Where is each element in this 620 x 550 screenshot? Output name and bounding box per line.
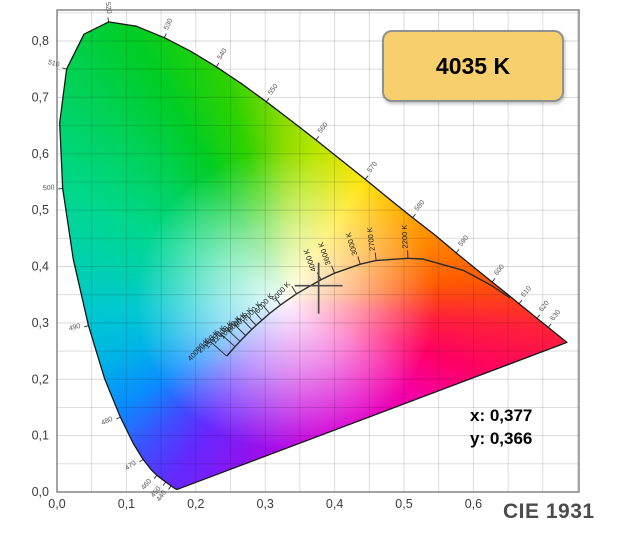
wavelength-label: 530 [163,18,174,32]
cct-tick [220,333,236,348]
cct-tick [274,297,281,306]
cct-label: 3000 K [344,231,360,256]
wavelength-tick [107,17,109,23]
y-axis-tick-label: 0,6 [32,147,49,161]
x-axis-tick-label: 0,1 [118,497,135,511]
y-axis-tick-label: 0,5 [32,203,49,217]
spectral-locus-outline [59,21,568,490]
wavelength-tick [163,33,167,38]
cct-tick [242,319,253,330]
cct-badge: 4035 K [382,30,564,102]
wavelength-label: 610 [520,285,533,299]
wavelength-tick [536,314,541,319]
wavelength-tick [84,325,89,328]
x-axis-tick-label: 0,4 [326,497,343,511]
cct-tick [262,305,270,314]
cct-tick [234,324,246,336]
wavelength-label: 550 [267,83,280,97]
y-axis-tick-label: 0,3 [32,316,49,330]
wavelength-tick [162,481,167,486]
y-axis-tick-label: 0,1 [32,429,49,443]
wavelength-label: 600 [493,264,506,278]
wavelength-label: 500 [43,184,55,192]
planckian-locus [226,257,511,357]
wavelength-label: 480 [100,416,114,427]
diagram-title: CIE 1931 [503,500,595,523]
cct-tick [331,265,335,274]
wavelength-tick [364,175,369,180]
cct-label: 2700 K [365,227,377,252]
cct-tick [247,316,257,326]
x-axis-tick-label: 0,0 [48,497,65,511]
wavelength-label: 590 [457,234,470,248]
wavelength-label: 580 [414,199,427,213]
wavelength-label: 510 [47,59,60,69]
y-axis-tick-label: 0,8 [32,34,49,48]
wavelength-tick [62,67,67,70]
wavelength-tick [412,213,416,218]
crosshair-marker [294,262,343,314]
wavelength-label: 520 [104,2,113,15]
cct-tick [291,285,297,295]
wavelength-tick [518,299,523,304]
wavelength-tick [168,485,172,490]
wavelength-tick [216,62,220,67]
cct-tick [374,252,377,261]
cct-tick [210,341,227,357]
cct-tick [357,256,361,265]
wavelength-tick [153,474,158,479]
cct-label: 3600 K [316,241,333,266]
y-axis-tick-label: 0,4 [32,260,49,274]
y-axis-tick-label: 0,0 [32,485,49,499]
x-axis-tick-label: 0,6 [465,497,482,511]
xy-readout: x: 0,377 y: 0,366 [470,404,532,450]
wavelength-tick [139,459,144,463]
cct-tick [254,311,263,321]
wavelength-tick [491,278,496,283]
wavelength-tick [455,249,460,254]
x-axis-tick-label: 0,5 [395,497,412,511]
readout-y: y: 0,366 [470,429,533,448]
cct-label: 2200 K [400,225,410,249]
wavelength-label: 460 [140,478,153,492]
plot-border [56,9,580,493]
cct-tick [227,329,241,342]
wavelength-label: 560 [317,121,330,135]
wavelength-label: 570 [366,161,379,175]
wavelength-tick [315,136,320,141]
wavelength-tick [547,323,552,328]
wavelength-tick [265,97,270,102]
cct-badge-label: 4035 K [435,52,511,79]
wavelength-label: 540 [216,47,228,61]
wavelength-tick [116,416,121,420]
x-axis-tick-label: 0,2 [187,497,204,511]
wavelength-label: 620 [538,300,551,314]
y-axis-tick-label: 0,2 [32,372,49,386]
wavelength-label: 490 [68,323,81,333]
y-axis-tick-label: 0,7 [32,90,49,104]
x-axis-tick-label: 0,3 [257,497,274,511]
wavelength-label: 630 [549,309,562,323]
readout-x: x: 0,377 [470,406,533,425]
cct-label: 4000 K [302,248,319,273]
